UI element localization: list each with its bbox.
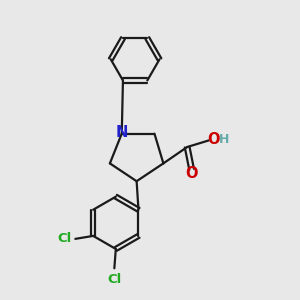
Text: O: O xyxy=(185,166,198,181)
Text: N: N xyxy=(116,125,128,140)
Text: Cl: Cl xyxy=(107,273,122,286)
Text: O: O xyxy=(208,131,220,146)
Text: Cl: Cl xyxy=(58,232,72,245)
Text: H: H xyxy=(219,134,229,146)
